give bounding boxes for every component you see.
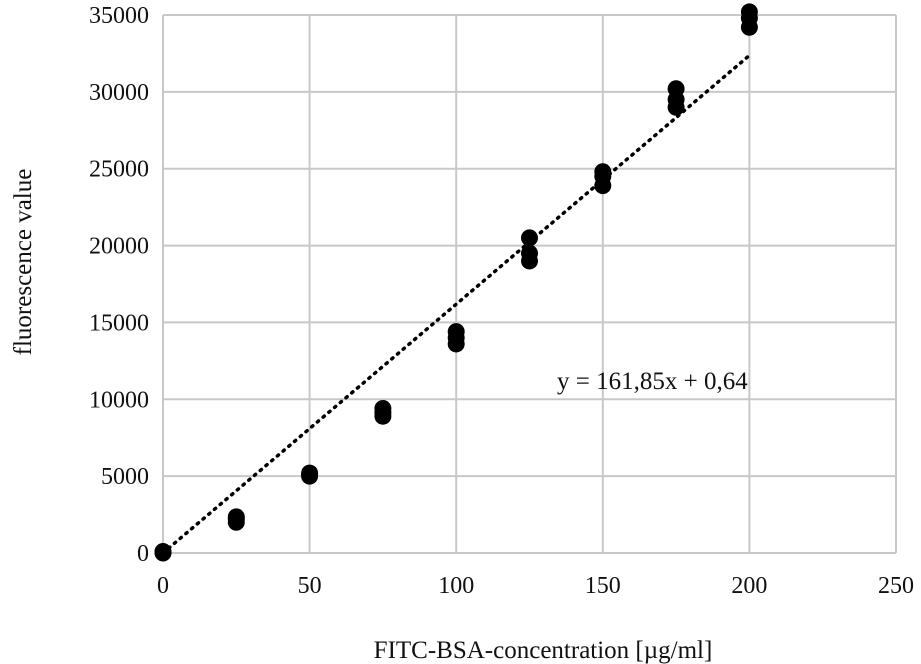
linear-trendline xyxy=(161,53,752,555)
data-points xyxy=(154,3,758,562)
data-point xyxy=(667,80,685,98)
data-point xyxy=(154,542,172,560)
y-tick-label: 20000 xyxy=(89,234,149,260)
data-point xyxy=(227,508,245,526)
data-point xyxy=(521,244,538,262)
y-tick-label: 25000 xyxy=(89,157,149,183)
data-point xyxy=(740,3,758,21)
data-point xyxy=(374,400,392,418)
y-tick-label: 15000 xyxy=(89,310,149,336)
x-tick-label: 200 xyxy=(731,573,767,599)
x-tick-label: 0 xyxy=(157,573,169,599)
x-tick-label: 150 xyxy=(585,573,621,599)
y-tick-label: 0 xyxy=(137,541,149,567)
data-point xyxy=(521,229,538,247)
horizontal-gridlines xyxy=(163,14,896,554)
x-axis-label: FITC-BSA-concentration [µg/ml] xyxy=(374,637,713,664)
x-tick-label: 50 xyxy=(298,573,322,599)
trendline-equation: y = 161,85x + 0,64 xyxy=(557,368,748,395)
x-tick-labels: 0 50 100 150 200 250 xyxy=(157,573,914,599)
y-tick-label: 5000 xyxy=(101,464,149,490)
y-tick-labels: 0 5000 10000 15000 20000 25000 30000 35000 xyxy=(89,3,149,567)
y-axis-label: fluorescence value xyxy=(10,169,37,356)
y-tick-label: 10000 xyxy=(89,387,149,413)
data-point xyxy=(301,464,319,482)
y-tick-label: 30000 xyxy=(89,80,149,106)
x-tick-label: 100 xyxy=(438,573,474,599)
x-tick-label: 250 xyxy=(878,573,914,599)
y-tick-label: 35000 xyxy=(89,3,149,29)
vertical-gridlines xyxy=(162,15,897,553)
data-point xyxy=(447,323,465,341)
data-point xyxy=(594,163,612,181)
